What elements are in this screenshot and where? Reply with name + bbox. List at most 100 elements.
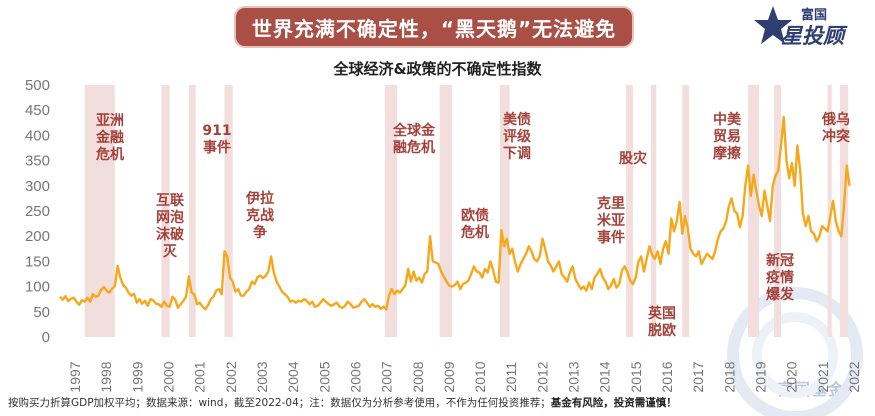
- x-tick-label: 2008: [410, 361, 426, 392]
- x-tick-label: 2005: [316, 361, 332, 392]
- x-tick-label: 2004: [285, 361, 301, 392]
- logo-big-text: 星投顾: [781, 24, 844, 48]
- star-logo-icon: [754, 6, 792, 44]
- event-annotation-line: 米亚: [597, 212, 625, 229]
- event-annotation-line: 欧债: [461, 207, 489, 224]
- event-annotation-line: 克战: [246, 207, 274, 224]
- event-annotation-line: 股灾: [619, 150, 648, 167]
- x-tick-label: 2000: [160, 361, 176, 392]
- event-annotation-line: 评级: [503, 128, 532, 145]
- x-tick-label: 2009: [441, 361, 457, 392]
- x-tick-label: 2007: [379, 361, 395, 392]
- event-annotation-line: 英国: [647, 305, 676, 322]
- event-annotation-line: 贸易: [713, 128, 741, 145]
- x-tick-label: 1998: [98, 361, 114, 392]
- event-annotation: 新冠疫情爆发: [766, 252, 795, 303]
- x-tick-label: 1997: [67, 361, 83, 392]
- y-tick-label: 350: [25, 153, 50, 170]
- event-annotation-line: 互联: [156, 193, 185, 209]
- event-shade-band: [161, 85, 170, 337]
- brand-logo: 富国 星投顾: [753, 4, 863, 48]
- event-shade-band: [827, 85, 832, 337]
- footnote-risk-warning: 基金有风险，投资需谨慎！: [550, 397, 677, 409]
- x-tick-label: 2021: [815, 361, 831, 392]
- index-series-line: [59, 115, 851, 311]
- y-tick-label: 250: [25, 203, 50, 220]
- event-shade-band: [774, 85, 781, 337]
- event-annotation: 克里米亚事件: [597, 195, 625, 246]
- x-tick-label: 2015: [628, 361, 644, 392]
- event-annotation-line: 伊拉: [245, 190, 274, 207]
- event-annotation: 英国脱欧: [647, 305, 676, 339]
- event-annotation-line: 灭: [162, 244, 178, 260]
- event-annotation-line: 摩擦: [713, 145, 741, 162]
- event-annotation-line: 危机: [460, 224, 489, 241]
- x-tick-label: 1999: [129, 361, 145, 392]
- event-annotation-line: 冲突: [822, 128, 850, 145]
- event-annotation-line: 疫情: [766, 269, 794, 286]
- chart-title: 全球经济&政策的不确定性指数: [333, 60, 542, 78]
- logo-small-text: 富国: [801, 8, 828, 23]
- event-annotation: 股灾: [619, 150, 648, 167]
- event-annotation-line: 全球金: [392, 122, 436, 139]
- event-shade-band: [626, 85, 633, 337]
- event-annotation: 欧债危机: [460, 207, 489, 241]
- x-tick-label: 2003: [254, 361, 270, 392]
- event-annotation-line: 亚洲: [96, 113, 124, 129]
- event-shade-band: [748, 85, 760, 337]
- event-shade-band: [650, 85, 657, 337]
- x-tick-label: 2012: [534, 361, 550, 392]
- x-tick-label: 2001: [192, 361, 208, 392]
- event-annotation: 互联网泡沫破灭: [156, 193, 185, 260]
- event-annotation-line: 俄乌: [821, 111, 850, 128]
- event-annotation-line: 沫破: [156, 226, 184, 243]
- y-tick-label: 200: [25, 228, 50, 245]
- x-tick-label: 2013: [566, 361, 582, 392]
- event-shade-band: [188, 85, 196, 337]
- event-annotation-line: 金融: [95, 129, 124, 146]
- x-tick-label: 2002: [223, 361, 239, 392]
- event-annotation-line: 爆发: [766, 286, 795, 303]
- event-annotation: 伊拉克战争: [245, 190, 274, 241]
- event-shade-band: [499, 85, 510, 337]
- event-annotation-line: 911: [202, 123, 231, 139]
- event-annotation: 全球金融危机: [392, 122, 436, 156]
- event-annotation-line: 克里: [597, 195, 625, 212]
- footnote: 按购买力折算GDP加权平均；数据来源：wind，截至2022-04；注：数据仅为…: [8, 395, 677, 410]
- x-tick-label: 2019: [753, 361, 769, 392]
- x-tick-label: 2017: [690, 361, 706, 392]
- x-tick-label: 2014: [597, 361, 613, 392]
- y-tick-label: 500: [25, 77, 50, 94]
- x-tick-label: 2010: [472, 361, 488, 392]
- event-annotation: 俄乌冲突: [821, 111, 850, 145]
- y-tick-label: 50: [33, 304, 50, 321]
- event-annotation-line: 危机: [95, 146, 124, 163]
- event-shade-band: [439, 85, 453, 337]
- event-annotation-line: 融危机: [393, 139, 435, 156]
- event-annotation-line: 美债: [503, 111, 531, 128]
- x-tick-label: 2020: [784, 361, 800, 392]
- y-tick-label: 400: [25, 127, 50, 144]
- event-annotation-line: 下调: [503, 146, 531, 162]
- event-annotation-line: 事件: [203, 139, 231, 156]
- event-annotation-line: 事件: [597, 229, 625, 246]
- y-tick-label: 300: [25, 178, 50, 195]
- event-annotation: 中美贸易摩擦: [713, 111, 742, 162]
- event-annotation-line: 新冠: [766, 252, 794, 269]
- event-annotation: 亚洲金融危机: [95, 113, 124, 163]
- event-annotation-line: 争: [253, 224, 267, 241]
- y-tick-label: 0: [42, 329, 50, 346]
- x-tick-label: 2018: [721, 361, 737, 392]
- event-annotation-line: 网泡: [156, 209, 184, 226]
- event-shade-band: [224, 85, 233, 337]
- headline-banner: 世界充满不确定性，“黑天鹅”无法避免: [236, 8, 632, 46]
- y-tick-label: 450: [25, 102, 50, 119]
- event-annotation-line: 中美: [713, 111, 742, 128]
- event-annotation: 911 事件: [202, 123, 231, 156]
- event-annotation: 美债评级下调: [503, 111, 532, 162]
- x-tick-label: 2022: [846, 361, 862, 392]
- y-tick-label: 150: [25, 253, 50, 270]
- event-annotation-line: 脱欧: [648, 322, 676, 339]
- y-tick-label: 100: [25, 279, 50, 296]
